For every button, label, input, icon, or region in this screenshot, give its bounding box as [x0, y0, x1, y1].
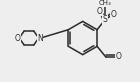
Text: O: O — [115, 52, 121, 61]
Text: S: S — [102, 15, 107, 24]
Text: O: O — [111, 10, 117, 19]
Text: N: N — [37, 34, 43, 42]
Text: CH₃: CH₃ — [99, 0, 111, 6]
Text: O: O — [15, 34, 21, 42]
Text: O: O — [97, 7, 103, 16]
